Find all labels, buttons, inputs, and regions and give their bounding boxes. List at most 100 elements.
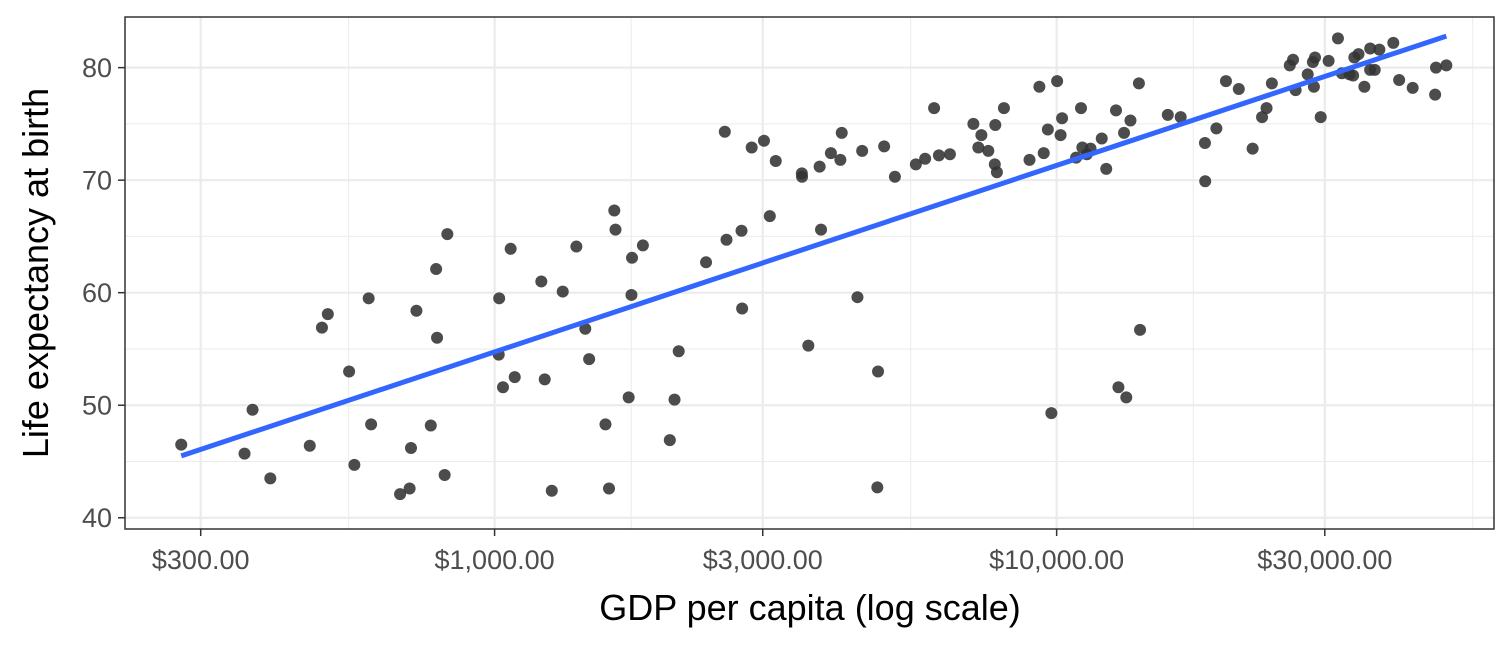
data-point: [851, 291, 864, 304]
x-tick-label: $10,000.00: [989, 545, 1124, 575]
data-point: [672, 345, 685, 358]
data-point: [769, 155, 782, 168]
data-point: [1118, 126, 1131, 139]
data-point: [365, 418, 378, 431]
major-gridlines: [125, 17, 1494, 529]
data-point: [1100, 162, 1113, 175]
data-point: [1232, 83, 1245, 96]
data-point: [1260, 102, 1273, 115]
data-point: [872, 365, 885, 378]
data-point: [625, 288, 638, 301]
data-point: [1440, 59, 1453, 72]
data-point: [622, 391, 635, 404]
data-point: [424, 419, 437, 432]
data-point: [441, 228, 454, 241]
data-point: [720, 233, 733, 246]
data-point: [668, 393, 681, 406]
y-axis-title: Life expectancy at birth: [15, 88, 56, 458]
y-tick-label: 70: [82, 166, 112, 196]
data-point: [997, 102, 1010, 115]
data-point: [404, 441, 417, 454]
data-point: [1041, 123, 1054, 136]
data-point: [609, 223, 622, 236]
data-point: [1246, 142, 1259, 155]
data-point: [1124, 114, 1137, 127]
data-point: [972, 141, 985, 154]
data-point: [796, 170, 809, 183]
data-point: [636, 239, 649, 252]
data-point: [1120, 391, 1133, 404]
data-point: [990, 166, 1003, 179]
data-point: [570, 240, 583, 253]
data-point: [1287, 53, 1300, 66]
data-point: [1134, 323, 1147, 336]
data-point: [1174, 111, 1187, 124]
data-point: [1364, 42, 1377, 55]
data-point: [1429, 88, 1442, 101]
data-point: [1132, 77, 1145, 90]
data-point: [348, 458, 361, 471]
data-point: [663, 434, 676, 447]
data-point: [1198, 137, 1211, 150]
data-point: [626, 251, 639, 264]
data-point: [583, 353, 596, 366]
data-point: [1393, 74, 1406, 87]
data-point: [888, 170, 901, 183]
panel-border: [124, 16, 1495, 530]
trend-line: [180, 33, 1448, 459]
data-point: [856, 144, 869, 157]
data-point: [975, 129, 988, 142]
x-tick-label: $30,000.00: [1257, 545, 1392, 575]
data-point: [1112, 381, 1125, 394]
data-point: [1075, 102, 1088, 115]
data-point: [508, 371, 521, 384]
data-point: [919, 152, 932, 165]
data-point: [736, 302, 749, 315]
data-point: [1429, 61, 1442, 74]
data-point: [1322, 54, 1335, 67]
data-point: [410, 304, 423, 317]
data-point: [496, 381, 509, 394]
data-point: [238, 447, 251, 460]
data-point: [815, 223, 828, 236]
y-tick-label: 60: [82, 278, 112, 308]
data-point: [813, 160, 826, 173]
data-points: [175, 32, 1453, 501]
data-point: [1095, 132, 1108, 145]
data-point: [246, 403, 259, 416]
x-tick-label: $3,000.00: [703, 545, 823, 575]
data-point: [493, 292, 506, 305]
data-point: [1265, 77, 1278, 90]
data-point: [603, 482, 616, 495]
data-point: [967, 117, 980, 130]
data-point: [545, 484, 558, 497]
data-point: [538, 373, 551, 386]
data-point: [403, 482, 416, 495]
data-point: [315, 321, 328, 334]
y-tick-label: 40: [82, 503, 112, 533]
y-axis: 40 50 60 70 80: [82, 53, 125, 533]
data-point: [718, 125, 731, 138]
data-point: [932, 149, 945, 162]
x-axis-title: GDP per capita (log scale): [599, 587, 1021, 628]
data-point: [1387, 36, 1400, 49]
data-point: [175, 438, 188, 451]
data-point: [1033, 80, 1046, 93]
data-point: [1037, 147, 1050, 160]
data-point: [763, 210, 776, 223]
data-point: [824, 147, 837, 160]
data-point: [1352, 48, 1365, 61]
data-point: [1406, 81, 1419, 94]
data-point: [321, 308, 334, 321]
data-point: [1023, 153, 1036, 166]
data-point: [802, 339, 815, 352]
minor-gridlines: [125, 17, 1494, 529]
y-tick-label: 50: [82, 391, 112, 421]
x-tick-label: $1,000.00: [435, 545, 555, 575]
data-point: [982, 144, 995, 157]
data-point: [1199, 175, 1212, 188]
data-point: [1210, 122, 1223, 135]
data-point: [504, 242, 517, 255]
